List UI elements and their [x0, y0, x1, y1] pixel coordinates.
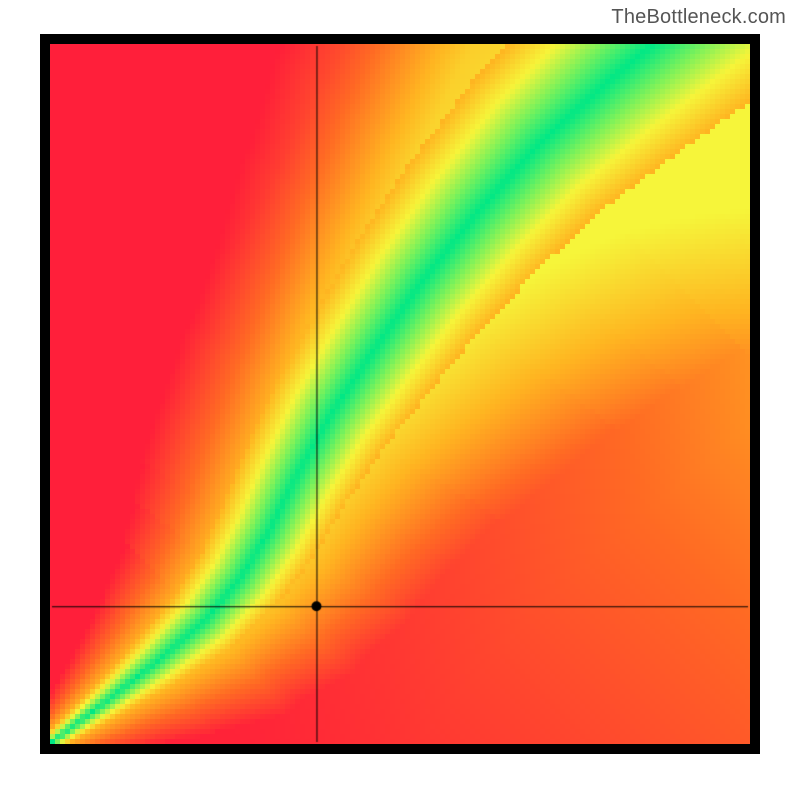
attribution-text: TheBottleneck.com	[611, 6, 786, 29]
bottleneck-heatmap	[40, 34, 760, 754]
crosshair-overlay	[40, 34, 760, 754]
chart-container: TheBottleneck.com	[0, 0, 800, 800]
